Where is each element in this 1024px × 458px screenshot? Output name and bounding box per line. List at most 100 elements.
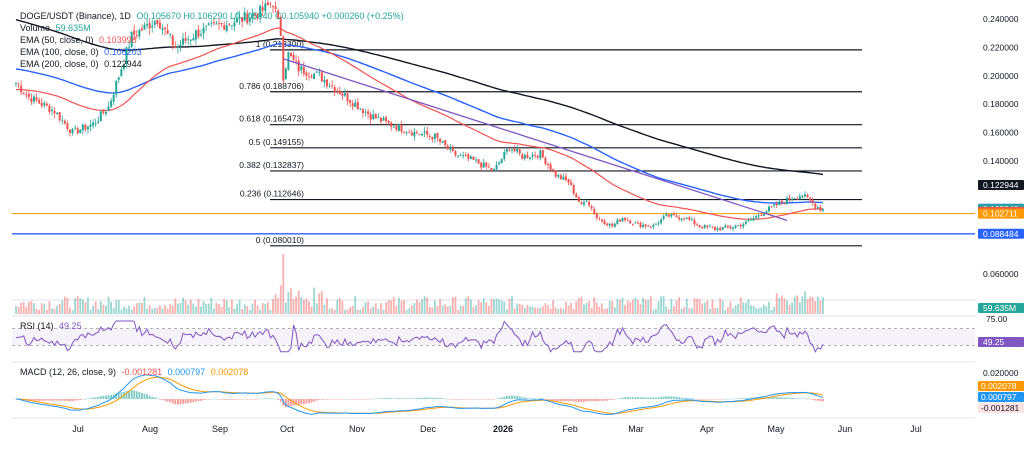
legend-volume[interactable]: Volume 59.635M [20, 23, 91, 33]
macd-histogram-bar [780, 397, 783, 399]
candle-body [459, 154, 462, 156]
candle-body [618, 219, 621, 222]
candle-body [259, 6, 262, 17]
candle-body [608, 223, 611, 226]
volume-bar [171, 305, 174, 314]
candle-body [786, 197, 788, 205]
macd-histogram-bar [598, 399, 601, 402]
volume-bar [69, 307, 71, 314]
candle-body [120, 69, 123, 77]
volume-bar [562, 308, 565, 314]
candle-body [729, 226, 732, 229]
candle-body [788, 197, 791, 200]
macd-histogram-bar [143, 393, 146, 399]
volume-bar [266, 302, 269, 314]
macd-histogram-bar [529, 398, 531, 399]
macd-histogram-bar [284, 399, 287, 408]
macd-histogram-bar [374, 398, 377, 400]
macd-histogram-bar [115, 393, 118, 399]
macd-histogram-bar [320, 399, 323, 400]
ema200-line [15, 19, 824, 176]
volume-bar [436, 305, 439, 314]
legend-ema100[interactable]: EMA (100, close, 0) 0.106203 [20, 47, 142, 57]
volume-bar [377, 308, 380, 314]
candle-body [606, 223, 609, 226]
volume-bar [274, 294, 277, 314]
volume-bar [482, 298, 485, 314]
candle-body [146, 24, 149, 26]
volume-bar [308, 301, 310, 314]
volume-bar [364, 302, 367, 314]
macd-histogram-bar [580, 399, 583, 403]
volume-bar [493, 299, 495, 314]
macd-histogram-bar [508, 395, 511, 399]
candle-body [377, 117, 380, 118]
volume-bar [426, 297, 429, 314]
volume-bar [228, 307, 231, 314]
volume-bar [747, 299, 750, 314]
macd-histogram-bar [169, 399, 172, 403]
volume-bar [362, 306, 364, 314]
candle-body [133, 30, 136, 35]
volume-bar [302, 299, 305, 314]
macd-histogram-bar [788, 397, 791, 399]
legend-ema200[interactable]: EMA (200, close, 0) 0.122944 [20, 59, 142, 69]
candle-body [621, 217, 624, 222]
volume-bar [35, 308, 38, 314]
candle-body [225, 25, 228, 32]
volume-bar [549, 308, 552, 314]
volume-bar [200, 306, 202, 314]
macd-histogram-bar [469, 399, 472, 400]
fib-label-2: 0.618 (0.165473) [239, 114, 304, 124]
candle-body [513, 148, 516, 151]
macd-histogram-bar [287, 399, 290, 407]
candle-body [241, 17, 244, 22]
candle-body [505, 149, 508, 152]
ema50-label: EMA (50, close, 0) [20, 35, 94, 45]
volume-bar [670, 298, 673, 314]
macd-histogram-bar [562, 399, 565, 402]
macd-histogram-bar [364, 399, 367, 400]
macd-histogram-bar [207, 399, 210, 400]
volume-bar [639, 304, 642, 314]
macd-histogram-bar [392, 398, 395, 399]
macd-histogram-bar [670, 396, 673, 399]
volume-badge-bg [978, 303, 1024, 313]
volume-bar [336, 299, 339, 314]
time-tick-5: Dec [420, 424, 437, 434]
candle-body [182, 38, 185, 45]
volume-bar [53, 308, 56, 314]
legend-rsi[interactable]: RSI (14) 49.25 [20, 321, 82, 331]
volume-bar [505, 309, 508, 314]
volume-bar [565, 301, 567, 314]
candle-body [292, 54, 295, 60]
volume-bar [531, 306, 534, 314]
candle-body [436, 132, 439, 138]
candle-body [349, 100, 352, 103]
candle-body [405, 132, 408, 134]
volume-bar [657, 301, 660, 314]
macd-histogram-bar [577, 399, 580, 403]
candle-body [385, 117, 388, 121]
legend-macd[interactable]: MACD (12, 26, close, 9) -0.001281 0.0007… [20, 367, 248, 377]
macd-histogram-bar [395, 398, 398, 399]
candle-body [218, 23, 221, 25]
candle-body [43, 103, 46, 106]
macd-histogram-bar [757, 397, 760, 399]
candle-body [184, 38, 187, 41]
candle-body [68, 129, 71, 134]
macd-histogram-bar [385, 398, 387, 399]
macd-histogram-bar [189, 399, 192, 403]
macd-histogram-bar [452, 399, 454, 400]
candle-body [500, 159, 503, 164]
candle-body [462, 155, 465, 157]
legend-symbol[interactable]: DOGE/USDT (Binance), 1D O0.105670 H0.106… [20, 11, 404, 21]
macd-histogram-bar [744, 398, 747, 399]
candle-body [246, 13, 249, 23]
volume-value: 59.635M [55, 23, 91, 33]
macd-histogram-bar [218, 399, 220, 400]
volume-bar [485, 302, 488, 314]
legend-ema50[interactable]: EMA (50, close, 0) 0.103998 [20, 35, 137, 45]
macd-histogram-bar [675, 396, 678, 399]
